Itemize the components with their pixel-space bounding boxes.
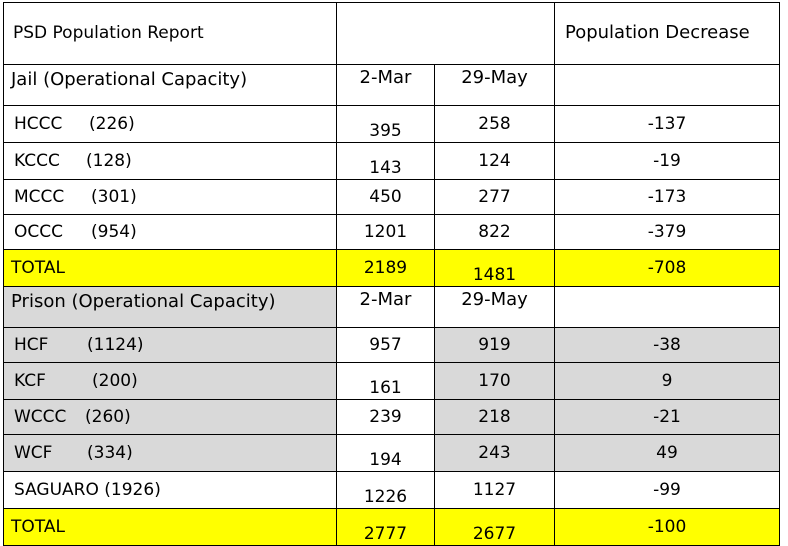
facility-name: HCCC bbox=[14, 113, 63, 134]
facility-capacity: (226) bbox=[89, 113, 135, 134]
population-decrease-header: Population Decrease bbox=[554, 2, 780, 65]
empty-header-cell bbox=[336, 2, 555, 65]
total-may-value: 1481 bbox=[434, 249, 555, 287]
may-value: 258 bbox=[434, 105, 555, 143]
facility-capacity: (260) bbox=[85, 406, 131, 427]
facility-name: WCF bbox=[14, 442, 53, 463]
decrease-value: -137 bbox=[554, 105, 780, 143]
prison-date1-header: 2-Mar bbox=[336, 286, 435, 328]
prison-total-row: TOTAL 2777 2677 -100 bbox=[3, 508, 780, 546]
jail-date1-header: 2-Mar bbox=[336, 64, 435, 106]
may-value: 218 bbox=[434, 399, 555, 435]
facility-capacity: (128) bbox=[86, 150, 132, 171]
table-row: KCF (200) 161 170 9 bbox=[3, 362, 780, 400]
decrease-value: -99 bbox=[554, 471, 780, 509]
facility-cell: KCCC (128) bbox=[3, 142, 337, 180]
facility-cell: OCCC (954) bbox=[3, 214, 337, 250]
mar-value: 450 bbox=[336, 179, 435, 215]
facility-capacity: (334) bbox=[87, 442, 133, 463]
total-may-value: 2677 bbox=[434, 508, 555, 546]
prison-date2-header: 29-May bbox=[434, 286, 555, 328]
may-value: 124 bbox=[434, 142, 555, 180]
table-row: KCCC (128) 143 124 -19 bbox=[3, 142, 780, 180]
decrease-value: -173 bbox=[554, 179, 780, 215]
mar-value: 1226 bbox=[336, 471, 435, 509]
mar-value: 161 bbox=[336, 362, 435, 400]
title-row: PSD Population Report Population Decreas… bbox=[3, 2, 780, 65]
may-value: 243 bbox=[434, 434, 555, 472]
jail-decrease-header-blank bbox=[554, 64, 780, 106]
facility-capacity: (1926) bbox=[104, 479, 161, 500]
may-value: 1127 bbox=[434, 471, 555, 509]
table-row: MCCC (301) 450 277 -173 bbox=[3, 179, 780, 215]
decrease-value: -379 bbox=[554, 214, 780, 250]
facility-capacity: (954) bbox=[91, 221, 137, 242]
decrease-value: -21 bbox=[554, 399, 780, 435]
may-value: 277 bbox=[434, 179, 555, 215]
mar-value: 194 bbox=[336, 434, 435, 472]
prison-decrease-header-blank bbox=[554, 286, 780, 328]
facility-name: KCCC bbox=[14, 150, 60, 171]
mar-value: 239 bbox=[336, 399, 435, 435]
decrease-value: -19 bbox=[554, 142, 780, 180]
facility-capacity: (200) bbox=[92, 370, 138, 391]
mar-value: 1201 bbox=[336, 214, 435, 250]
total-label: TOTAL bbox=[3, 249, 337, 287]
mar-value: 957 bbox=[336, 327, 435, 363]
facility-capacity: (1124) bbox=[87, 334, 144, 355]
prison-section-label: Prison (Operational Capacity) bbox=[3, 286, 337, 328]
may-value: 822 bbox=[434, 214, 555, 250]
total-decrease-value: -708 bbox=[554, 249, 780, 287]
table-row: HCCC (226) 395 258 -137 bbox=[3, 105, 780, 143]
table-row: WCCC (260) 239 218 -21 bbox=[3, 399, 780, 435]
total-mar-value: 2777 bbox=[336, 508, 435, 546]
table-row: OCCC (954) 1201 822 -379 bbox=[3, 214, 780, 250]
facility-cell: KCF (200) bbox=[3, 362, 337, 400]
prison-header-row: Prison (Operational Capacity) 2-Mar 29-M… bbox=[3, 286, 780, 328]
facility-capacity: (301) bbox=[91, 186, 137, 207]
jail-date2-header: 29-May bbox=[434, 64, 555, 106]
decrease-value: 49 bbox=[554, 434, 780, 472]
facility-name: HCF bbox=[14, 334, 49, 355]
facility-cell: WCF (334) bbox=[3, 434, 337, 472]
table-row: SAGUARO (1926) 1226 1127 -99 bbox=[3, 471, 780, 509]
table-row: HCF (1124) 957 919 -38 bbox=[3, 327, 780, 363]
facility-cell: WCCC (260) bbox=[3, 399, 337, 435]
mar-value: 395 bbox=[336, 105, 435, 143]
facility-name: OCCC bbox=[14, 221, 63, 242]
facility-cell: SAGUARO (1926) bbox=[3, 471, 337, 509]
jail-header-row: Jail (Operational Capacity) 2-Mar 29-May bbox=[3, 64, 780, 106]
report-title: PSD Population Report bbox=[3, 2, 337, 65]
total-label: TOTAL bbox=[3, 508, 337, 546]
population-report-sheet: PSD Population Report Population Decreas… bbox=[3, 2, 780, 546]
facility-name: SAGUARO bbox=[14, 479, 99, 500]
facility-name: WCCC bbox=[14, 406, 67, 427]
facility-name: KCF bbox=[14, 370, 46, 391]
total-mar-value: 2189 bbox=[336, 249, 435, 287]
may-value: 170 bbox=[434, 362, 555, 400]
jail-section-label: Jail (Operational Capacity) bbox=[3, 64, 337, 106]
facility-cell: HCCC (226) bbox=[3, 105, 337, 143]
facility-name: MCCC bbox=[14, 186, 65, 207]
decrease-value: -38 bbox=[554, 327, 780, 363]
total-decrease-value: -100 bbox=[554, 508, 780, 546]
population-table: PSD Population Report Population Decreas… bbox=[3, 2, 780, 546]
facility-cell: MCCC (301) bbox=[3, 179, 337, 215]
mar-value: 143 bbox=[336, 142, 435, 180]
jail-total-row: TOTAL 2189 1481 -708 bbox=[3, 249, 780, 287]
facility-cell: HCF (1124) bbox=[3, 327, 337, 363]
table-row: WCF (334) 194 243 49 bbox=[3, 434, 780, 472]
decrease-value: 9 bbox=[554, 362, 780, 400]
may-value: 919 bbox=[434, 327, 555, 363]
